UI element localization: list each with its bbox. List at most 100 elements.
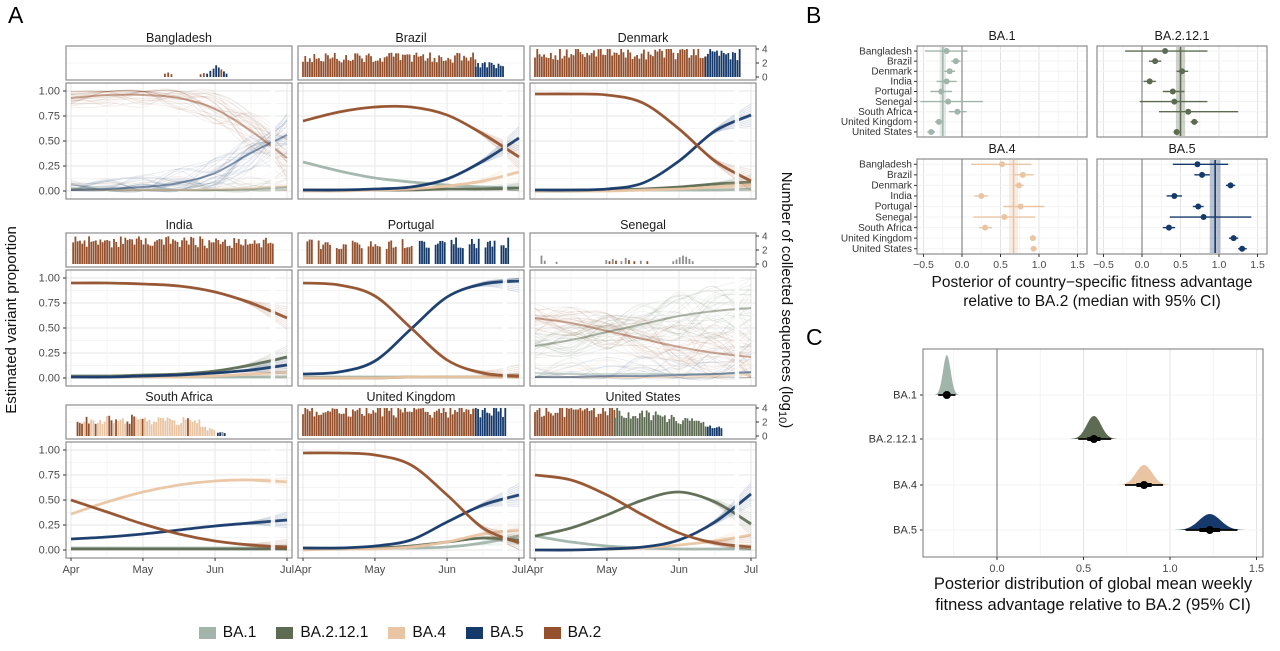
facet-denmark: Denmark 4 2 0 [529,31,768,200]
variant-label: BA.4 [893,480,917,492]
proportion-panel: 1.00 0.75 0.50 0.25 0.00 [39,82,293,200]
y-tick-label: 0.75 [39,111,60,123]
sequence-bars-strip [297,45,525,81]
posterior-eye-plot: BA.1 BA.2.12.1 BA.4 BA.5 0.0 0.5 1.0 1.5 [869,348,1264,575]
x-tick-label: 0.0 [955,259,970,271]
facet-title: South Africa [145,390,212,404]
posterior-ba4: BA.4 [893,465,1171,492]
x-tick-label: −0.5 [913,259,934,271]
c-axis-caption-line2: fitness advantage relative to BA.2 (95% … [935,596,1251,614]
BA.2.12.1-trend-line [534,490,752,538]
proportion-panel: 1.00 0.75 0.50 0.25 0.00 [39,269,293,387]
country-label: Denmark [871,66,913,77]
panel-a-variant-proportions: Estimated variant proportion Number of co… [3,31,795,576]
ba4-legend-label: BA.4 [412,624,447,641]
sequence-bars-strip [65,404,293,440]
b-axis-caption-line1: Posterior of country−specific fitness ad… [932,274,1253,291]
proportion-panel [529,269,757,387]
forest-ba5: BA.5 −0.5 0.0 0.5 1.0 1.5 [1093,142,1268,271]
strip-tick-label: 4 [762,45,768,56]
density-shape [1118,465,1171,485]
month-tick-label: Apr [62,564,79,576]
recent-data-gap [734,271,740,385]
proportion-panel: Apr May Jun Jul [526,441,758,576]
legend-item-ba1: BA.1 [198,624,256,642]
BA.5-trend-line [302,493,520,550]
panel-c-global-fitness-posterior: BA.1 BA.2.12.1 BA.4 BA.5 0.0 0.5 1.0 1.5Posteri… [869,348,1264,614]
forest-ba2121: BA.2.12.1 [1096,29,1268,138]
sequence-bars-strip: 4 2 0 [529,232,768,271]
recent-data-gap [270,84,276,198]
strip-tick-label: 0 [762,73,768,84]
month-tick-label: May [597,564,618,576]
month-tick-label: Jun [670,564,688,576]
ba1-swatch [198,627,216,639]
median-point [1205,526,1214,534]
BA.2-trend-line [70,498,288,549]
BA.4-trend-line [70,478,288,516]
b-axis-caption-line2: relative to BA.2 (median with 95% CI) [963,293,1221,310]
panel-b-country-fitness-forest: BA.1BangladeshBrazilDenmarkIndiaPortugal… [841,29,1268,310]
median-point [942,391,951,399]
density-shape [1070,416,1118,439]
ba5-legend-label: BA.5 [490,624,524,641]
BA.2-trend-line [534,92,752,183]
BA.2-trend-line [534,317,752,358]
x-tick-label: 0.0 [1135,259,1150,271]
sequence-bars-strip: 4 2 0 [529,404,768,443]
x-tick-label: 1.5 [1070,259,1085,271]
BA.5-trend-line [70,518,288,541]
y-tick-label: 0.75 [39,470,60,482]
ba2121-legend-label: BA.2.12.1 [300,624,369,641]
x-tick-label: 0.5 [1173,259,1188,271]
country-label: United Kingdom [841,117,912,128]
x-tick-label: 0.5 [1076,563,1091,575]
month-tick-label: Jun [438,564,456,576]
country-label: United States [852,244,912,255]
BA.5-trend-line [70,363,288,379]
recent-data-gap [502,271,508,385]
strip-tick-label: 2 [762,59,768,70]
facet-title: BA.1 [988,29,1015,43]
country-estimates [1125,48,1239,135]
forest-ba4: BA.4 BangladeshBrazilDenmarkIndiaPortugal… [841,142,1088,271]
y-tick-label: 0.00 [39,373,60,385]
BA.4-trend-line [302,375,519,380]
facet-title: BA.4 [988,142,1015,156]
country-label: South Africa [858,223,912,234]
country-label: Portugal [875,202,912,213]
month-tick-label: Jul [744,564,758,576]
sequence-bars-strip [297,232,525,268]
BA.5-trend-line [534,492,752,552]
country-label: India [890,77,912,88]
BA.5-trend-line [70,134,288,191]
month-tick-label: Jun [206,564,224,576]
strip-tick-label: 0 [762,260,768,271]
a-y-axis-label-right: Number of collected sequences (log10) [776,172,795,429]
y-tick-label: 0.50 [39,495,60,507]
country-label: United Kingdom [841,233,912,244]
facet-portugal: Portugal [297,218,525,387]
country-label: India [890,191,912,202]
facet-title: BA.2.12.1 [1155,29,1210,43]
strip-tick-label: 4 [762,404,768,415]
facet-brazil: Brazil [297,31,525,200]
c-axis-caption-line1: Posterior distribution of global mean we… [934,575,1253,593]
country-label: United States [852,127,912,138]
sequence-bars-strip [65,232,293,268]
month-tick-label: Jul [280,564,294,576]
sequence-bars-strip [297,404,525,440]
month-tick-label: May [133,564,154,576]
proportion-panel [297,269,525,387]
posterior-ba1: BA.1 [893,355,960,402]
posterior-ba2121: BA.2.12.1 [869,416,1118,446]
density-shape [1175,514,1245,530]
facet-title: Bangladesh [146,31,212,45]
y-tick-label: 1.00 [39,445,60,457]
country-estimates [920,48,983,135]
country-label: Brazil [887,170,912,181]
legend-item-ba2: BA.2 [543,624,601,642]
BA.2-trend-line [302,451,520,545]
